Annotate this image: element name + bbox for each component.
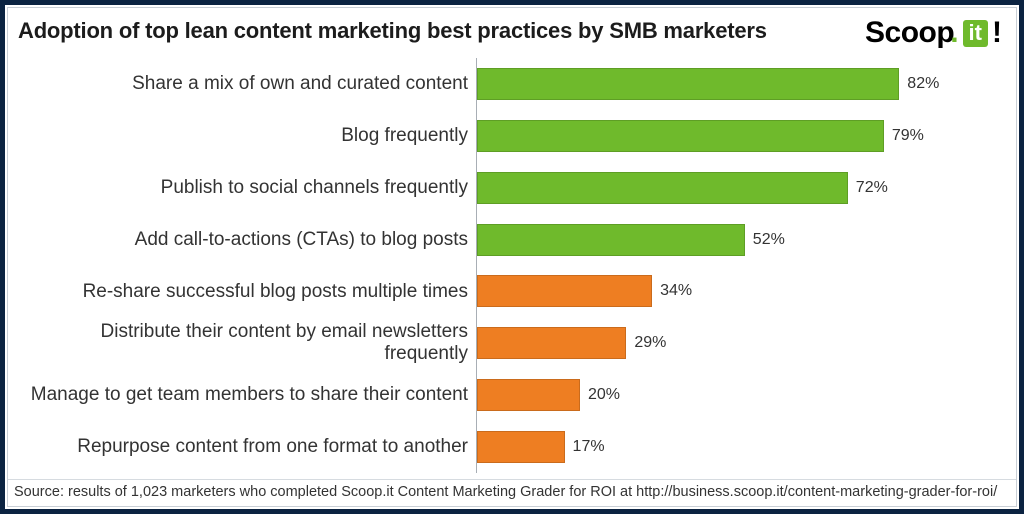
bar-value-label: 82%: [907, 75, 939, 93]
y-axis-label: Repurpose content from one format to ano…: [16, 423, 468, 471]
logo-bang-icon: !: [992, 18, 1002, 48]
y-axis-label: Publish to social channels frequently: [16, 164, 468, 212]
y-axis-label: Add call-to-actions (CTAs) to blog posts: [16, 216, 468, 264]
y-axis-labels: Share a mix of own and curated contentBl…: [16, 58, 476, 473]
scoopit-logo: Scoop. it !: [865, 18, 1002, 48]
bar: [477, 120, 884, 152]
bar-value-label: 34%: [660, 282, 692, 300]
bar-row: 72%: [477, 164, 992, 212]
chart-inner: Adoption of top lean content marketing b…: [7, 7, 1017, 507]
bar-row: 52%: [477, 216, 992, 264]
y-axis-label: Manage to get team members to share thei…: [16, 371, 468, 419]
bar: [477, 68, 899, 100]
logo-dot-icon: .: [950, 18, 958, 48]
source-footer: Source: results of 1,023 marketers who c…: [8, 479, 1016, 506]
bar: [477, 275, 652, 307]
bar: [477, 431, 565, 463]
bar-row: 29%: [477, 319, 992, 367]
bar-value-label: 79%: [892, 127, 924, 145]
y-axis-label: Re-share successful blog posts multiple …: [16, 267, 468, 315]
y-axis-label: Share a mix of own and curated content: [16, 60, 468, 108]
bar-value-label: 52%: [753, 231, 785, 249]
bar-value-label: 29%: [634, 334, 666, 352]
logo-stem: Scoop: [865, 18, 954, 48]
header: Adoption of top lean content marketing b…: [8, 8, 1016, 50]
bar: [477, 224, 745, 256]
bar-value-label: 72%: [856, 179, 888, 197]
bars-container: 82% 79% 72% 52% 34% 29% 20% 17%: [476, 58, 992, 473]
chart-frame: Adoption of top lean content marketing b…: [0, 0, 1024, 514]
logo-box: it: [963, 20, 988, 47]
bar-row: 20%: [477, 371, 992, 419]
chart-area: Share a mix of own and curated contentBl…: [8, 50, 1016, 479]
bar-row: 34%: [477, 267, 992, 315]
chart-title: Adoption of top lean content marketing b…: [18, 18, 767, 44]
bar: [477, 379, 580, 411]
bar-value-label: 20%: [588, 386, 620, 404]
bar-value-label: 17%: [573, 438, 605, 456]
bar-row: 79%: [477, 112, 992, 160]
bar-row: 17%: [477, 423, 992, 471]
y-axis-label: Blog frequently: [16, 112, 468, 160]
y-axis-label: Distribute their content by email newsle…: [16, 319, 468, 367]
bar: [477, 327, 626, 359]
bar: [477, 172, 848, 204]
bar-row: 82%: [477, 60, 992, 108]
